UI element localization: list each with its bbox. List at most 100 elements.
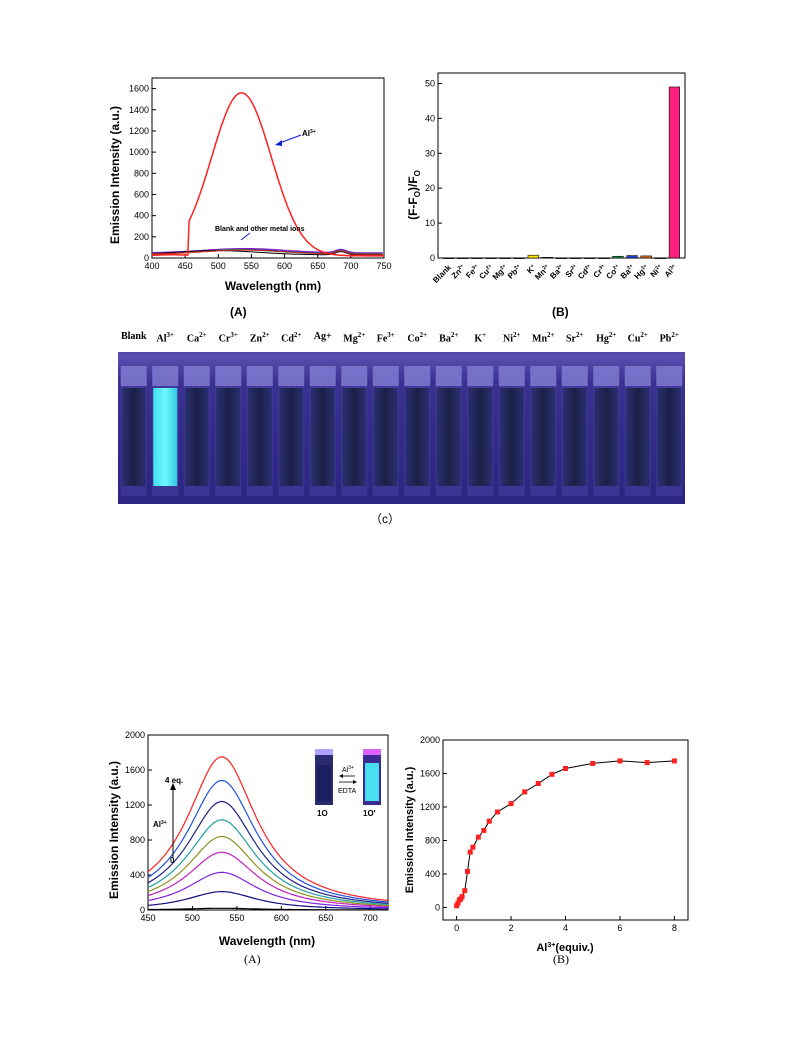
fig2a-inset-top-sup: 3+ bbox=[348, 765, 354, 771]
category-label: Zn2+ bbox=[450, 263, 467, 280]
fig1a-annotation-blank: Blank and other metal ions bbox=[215, 226, 305, 241]
ion-label: Ca2+ bbox=[186, 331, 207, 345]
x-tick-label: 650 bbox=[318, 913, 333, 923]
fig1c-ion-labels: Blank Al3+ Ca2+ Cr3+ Zn2+ Cd2+ Ag+ Mg2+ Fe3+ Co2+… bbox=[118, 330, 685, 346]
titration-curve bbox=[147, 871, 389, 909]
fig2-panelB-chart: Emission Intensity (a.u.) Al3+(equiv.) 0… bbox=[404, 735, 689, 954]
y-tick-label: 0 bbox=[430, 253, 435, 263]
data-point bbox=[522, 789, 528, 795]
y-tick-label: 0 bbox=[140, 905, 145, 915]
ion-label: Hg2+ bbox=[596, 331, 617, 345]
ion-label: Ba2+ bbox=[439, 331, 459, 345]
x-tick-label: 6 bbox=[617, 923, 622, 933]
data-point bbox=[459, 894, 465, 900]
category-label: Ni2+ bbox=[649, 263, 665, 279]
category-label: Cr3+ bbox=[592, 263, 609, 280]
bar bbox=[513, 257, 525, 259]
fig1a-al-sup: 3+ bbox=[310, 129, 316, 135]
x-tick-label: 4 bbox=[563, 923, 568, 933]
ion-label: Blank bbox=[120, 331, 147, 342]
ion-label: Mg2+ bbox=[343, 331, 366, 345]
titration-curve bbox=[147, 780, 389, 903]
y-tick-label: 1600 bbox=[420, 768, 440, 778]
vial-solution bbox=[499, 388, 524, 486]
fig1b-panel-label: (B) bbox=[552, 305, 569, 319]
category-label: Ba2+ bbox=[548, 263, 566, 281]
fig2a-inset-right: 1O' bbox=[363, 809, 376, 818]
data-point bbox=[458, 896, 464, 902]
vial-solution bbox=[625, 388, 650, 486]
fig1c-vials-svg bbox=[118, 330, 685, 504]
fig1b-ylabel-main: (F-F bbox=[406, 197, 420, 220]
y-tick-label: 2000 bbox=[420, 735, 440, 745]
series-line bbox=[456, 760, 675, 907]
fig1a-panel-label: (A) bbox=[230, 305, 247, 319]
ion-label: Al3+ bbox=[156, 331, 175, 345]
x-tick-label: 700 bbox=[343, 261, 358, 271]
data-point bbox=[494, 809, 500, 815]
fig2b-ylabel: Emission Intensity (a.u.) bbox=[404, 766, 416, 893]
y-tick-label: 400 bbox=[425, 869, 440, 879]
data-point bbox=[549, 771, 555, 777]
fig1c-vial-photo bbox=[118, 330, 685, 504]
vial-solution bbox=[121, 388, 146, 486]
ion-label: Cr3+ bbox=[218, 331, 238, 345]
bar bbox=[541, 257, 553, 259]
vial-solution bbox=[594, 388, 619, 486]
bar bbox=[527, 254, 539, 259]
svg-text:Al3+: Al3+ bbox=[342, 765, 354, 774]
y-tick-label: 1200 bbox=[420, 802, 440, 812]
bar bbox=[668, 86, 681, 259]
vial-solution bbox=[531, 388, 556, 486]
x-tick-label: 550 bbox=[229, 913, 244, 923]
vial-solution bbox=[468, 388, 493, 486]
ion-label: Pb2+ bbox=[659, 331, 679, 345]
fig1b-ylabel: (F-FO)/FO bbox=[406, 170, 422, 220]
fig2b-panel-label: (B) bbox=[553, 952, 569, 966]
data-point bbox=[455, 900, 461, 906]
y-tick-label: 800 bbox=[134, 168, 149, 178]
y-tick-label: 0 bbox=[435, 902, 440, 912]
y-tick-label: 800 bbox=[130, 835, 145, 845]
data-point bbox=[486, 818, 492, 824]
data-point bbox=[454, 903, 460, 909]
vial-al3-glowing bbox=[153, 388, 178, 486]
fig2-panelA-chart: Emission Intensity (a.u.) Wavelength (nm… bbox=[107, 730, 389, 948]
vial-solution bbox=[405, 388, 430, 486]
category-label: Hg2+ bbox=[633, 263, 651, 281]
y-tick-label: 1200 bbox=[129, 126, 149, 136]
data-point bbox=[470, 844, 476, 850]
x-tick-label: 600 bbox=[277, 261, 292, 271]
series-line-other-ion bbox=[151, 250, 383, 256]
vial-cap bbox=[183, 366, 210, 386]
y-tick-label: 1400 bbox=[129, 105, 149, 115]
vial-cap bbox=[152, 366, 179, 386]
ion-label: Mn2+ bbox=[532, 331, 555, 345]
fig2a-inset-left: 1O bbox=[317, 809, 328, 818]
y-tick-label: 200 bbox=[134, 232, 149, 242]
data-point bbox=[644, 760, 650, 766]
vial-cap bbox=[530, 366, 557, 386]
vial-cap bbox=[215, 366, 242, 386]
vial-cap bbox=[561, 366, 588, 386]
fig2a-inset: Al3+ EDTA 1O 1O' bbox=[315, 749, 381, 818]
bar bbox=[584, 257, 596, 259]
fig1b-ylabel-sub2: O bbox=[413, 170, 422, 176]
vial-cap bbox=[341, 366, 368, 386]
y-tick-label: 10 bbox=[425, 218, 435, 228]
vial-solution bbox=[373, 388, 398, 486]
vial-solution bbox=[184, 388, 209, 486]
data-point bbox=[467, 849, 473, 855]
vial-solution bbox=[562, 388, 587, 486]
data-point bbox=[617, 758, 623, 764]
category-label: Pb2+ bbox=[506, 263, 524, 281]
category-label: K+ bbox=[525, 263, 538, 276]
y-tick-label: 400 bbox=[130, 870, 145, 880]
fig2a-ylabel: Emission Intensity (a.u.) bbox=[107, 761, 121, 899]
ion-label: Fe3+ bbox=[376, 331, 395, 345]
svg-text:Al3+: Al3+ bbox=[302, 129, 316, 138]
bar bbox=[442, 257, 455, 259]
ion-label: Co2+ bbox=[407, 331, 428, 345]
fig1-panelA-chart: Emission Intensity (a.u.) Wavelength (nm… bbox=[108, 77, 392, 293]
titration-curve bbox=[147, 800, 389, 904]
